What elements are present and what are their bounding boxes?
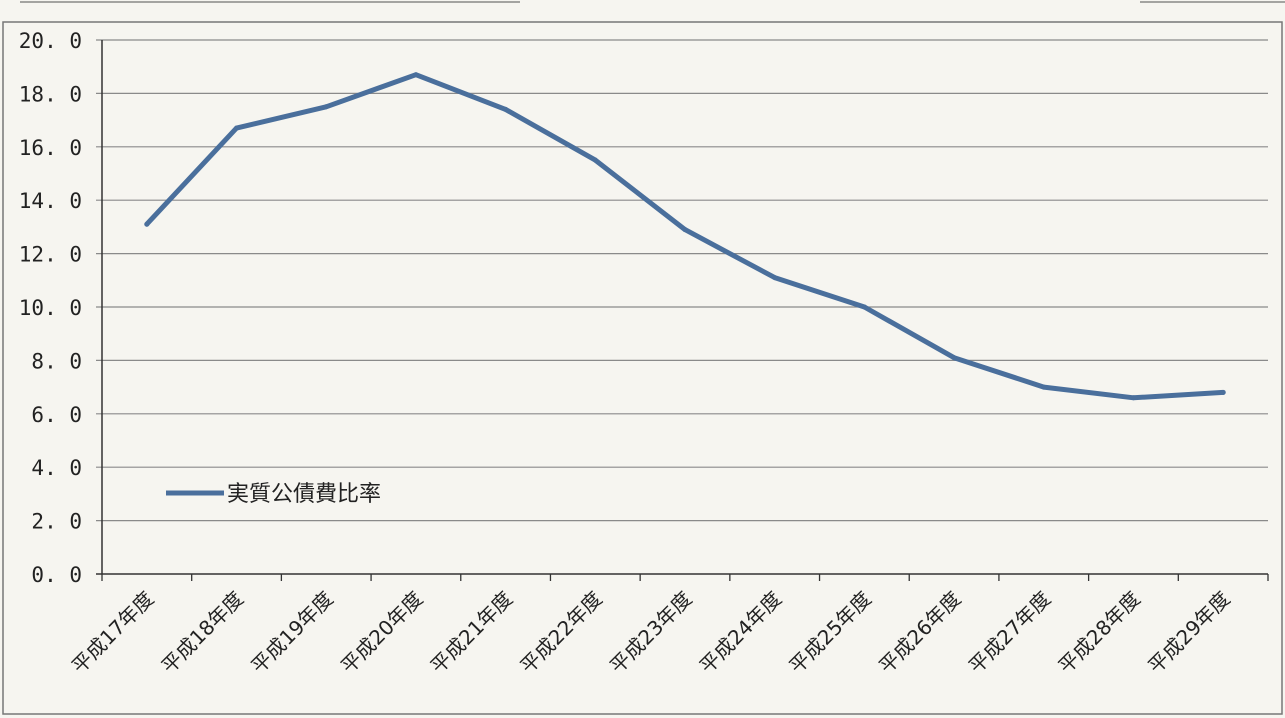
x-tick-label: 平成25年度 [784, 587, 876, 679]
y-tick-label: 2. 0 [31, 510, 82, 534]
x-tick-label: 平成23年度 [605, 587, 697, 679]
y-tick-label: 18. 0 [19, 82, 82, 106]
data-point [234, 125, 240, 131]
data-point [861, 304, 867, 310]
x-tick-label: 平成20年度 [336, 587, 428, 679]
data-point [144, 221, 150, 227]
data-point [503, 106, 509, 112]
x-tick-label: 平成26年度 [874, 587, 966, 679]
data-point [413, 72, 419, 78]
legend: 実質公債費比率 [166, 482, 381, 507]
y-tick-label: 14. 0 [19, 189, 82, 213]
x-tick-label: 平成28年度 [1053, 587, 1145, 679]
data-point [772, 275, 778, 281]
y-tick-label: 6. 0 [31, 403, 82, 427]
y-tick-label: 8. 0 [31, 349, 82, 373]
x-tick-label: 平成22年度 [515, 587, 607, 679]
data-point [592, 157, 598, 163]
y-tick-label: 16. 0 [19, 136, 82, 160]
x-tick-label: 平成27年度 [964, 587, 1056, 679]
data-point [682, 227, 688, 233]
y-tick-label: 4. 0 [31, 456, 82, 480]
series-layer [144, 72, 1226, 401]
y-axis: 0. 0 2. 0 4. 0 6. 0 8. 0 10. 0 12. 0 14. 0 16. 0… [19, 29, 103, 587]
data-point [1041, 384, 1047, 390]
data-point [1220, 389, 1226, 395]
x-tick-label: 平成19年度 [246, 587, 338, 679]
series-line [144, 72, 1226, 401]
x-tick-label: 平成29年度 [1143, 587, 1235, 679]
y-tick-label: 12. 0 [19, 243, 82, 267]
x-tick-label: 平成24年度 [695, 587, 787, 679]
data-point [951, 355, 957, 361]
gridlines [96, 39, 1268, 575]
x-tick-label: 平成21年度 [426, 587, 518, 679]
y-tick-label: 10. 0 [19, 296, 82, 320]
y-tick-label: 0. 0 [31, 563, 82, 587]
x-axis: 平成17年度平成18年度平成19年度平成20年度平成21年度平成22年度平成23… [67, 574, 1269, 679]
x-tick-label: 平成17年度 [67, 587, 159, 679]
data-point [1130, 395, 1136, 401]
data-point [323, 104, 329, 110]
x-tick-label: 平成18年度 [157, 587, 249, 679]
legend-label: 実質公債費比率 [227, 482, 381, 507]
y-tick-label: 20. 0 [19, 29, 82, 53]
plot-frame [2, 21, 1283, 715]
